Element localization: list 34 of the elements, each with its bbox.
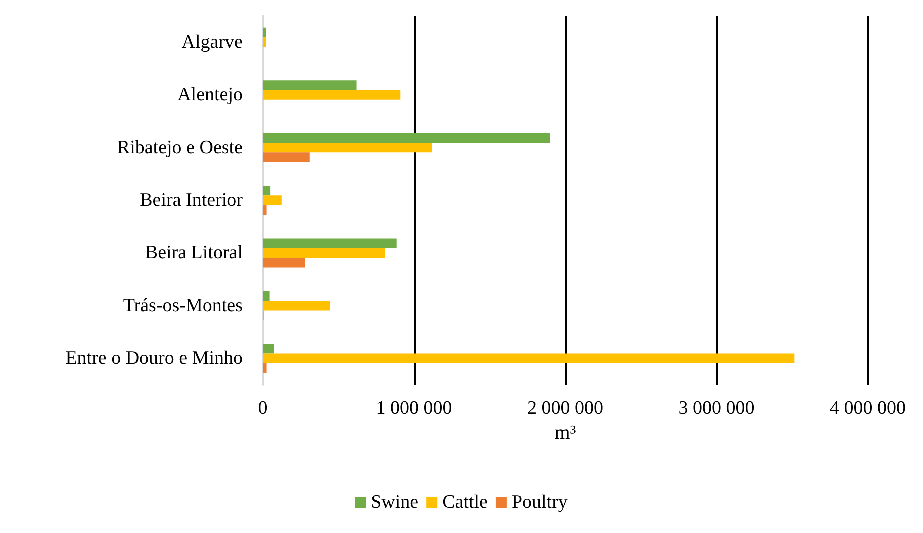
bar — [263, 142, 432, 153]
bar — [263, 248, 386, 258]
bar — [263, 354, 795, 364]
bar — [263, 258, 306, 268]
bar — [263, 152, 310, 162]
bar — [263, 28, 266, 38]
bar — [263, 38, 266, 48]
y-tick-label: Entre o Douro e Minho — [66, 348, 243, 370]
legend-label: Cattle — [442, 492, 488, 513]
x-tick-label: 0 — [258, 398, 268, 419]
bar — [263, 186, 271, 196]
bar — [263, 133, 550, 143]
bar — [263, 363, 267, 374]
y-tick-label: Ribatejo e Oeste — [117, 137, 243, 158]
legend-label: Poultry — [512, 492, 568, 513]
x-tick-label: 2 000 000 — [528, 398, 604, 419]
x-tick-label: 4 000 000 — [830, 398, 906, 419]
y-tick-label: Beira Litoral — [145, 242, 243, 264]
bar — [263, 80, 357, 90]
x-axis-title: m³ — [554, 422, 576, 444]
bar — [263, 291, 270, 302]
bar — [263, 205, 267, 215]
bar — [263, 90, 401, 100]
y-tick-label: Algarve — [182, 32, 243, 53]
bar — [263, 196, 282, 206]
y-tick-label: Beira Interior — [140, 190, 244, 211]
x-tick-label: 3 000 000 — [678, 398, 755, 419]
bar — [263, 301, 330, 311]
bar — [263, 344, 274, 354]
legend-label: Swine — [371, 492, 419, 513]
y-tick-label: Trás-os-Montes — [123, 295, 243, 316]
x-tick-label: 1 000 000 — [376, 398, 452, 419]
y-tick-label: Alentejo — [178, 84, 243, 106]
bar — [263, 238, 397, 248]
